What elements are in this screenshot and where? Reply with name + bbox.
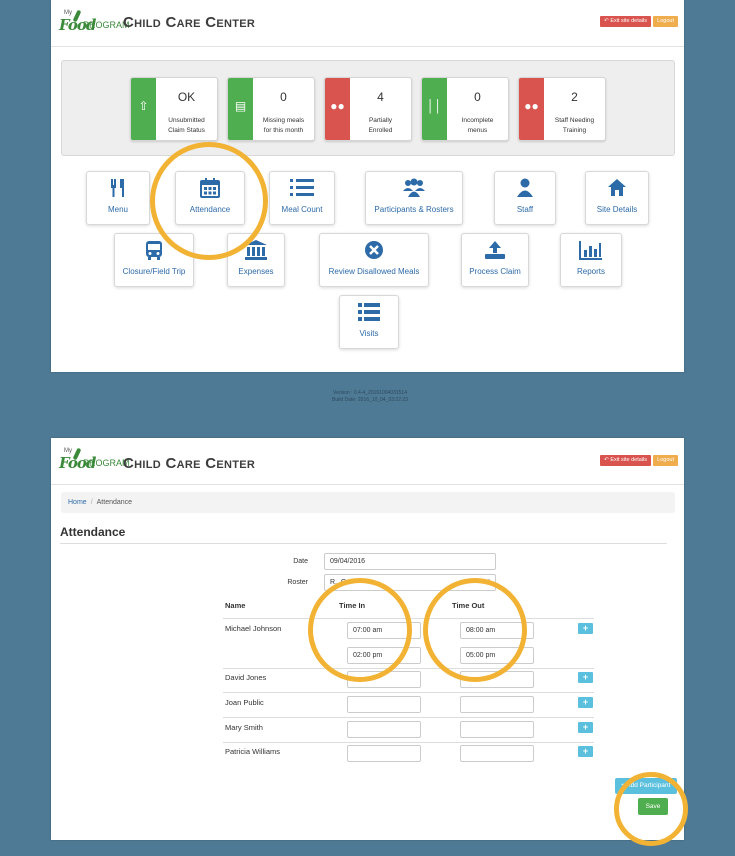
tile-visits[interactable]: Visits [339,295,399,349]
home-icon [586,178,648,203]
time-out-input[interactable] [460,696,534,713]
food-program-logo[interactable]: My Food PROGRAM [59,9,130,34]
bar-chart-icon: ▤ [234,99,247,113]
page-title: Child Care Center [123,14,256,31]
date-input[interactable]: 09/04/2016 [324,553,496,570]
time-out-input[interactable] [460,745,534,762]
bar-chart-icon [561,240,621,265]
date-label: Date [293,558,308,565]
time-in-input[interactable] [347,721,421,738]
participant-name: Mary Smith [225,723,263,732]
tile-process-claim[interactable]: Process Claim [461,233,529,287]
tile-participants-rosters[interactable]: Participants & Rosters [365,171,463,225]
food-program-logo[interactable]: My Food PROGRAM [59,447,130,472]
breadcrumb: Home / Attendance [61,492,675,513]
site-header: My Food PROGRAM Child Care Center ↶ Exit… [51,0,684,47]
tile-site-details[interactable]: Site Details [585,171,649,225]
time-in-input[interactable] [347,745,421,762]
stat-missing-meals[interactable]: ▤ 0 Missing meals for this month [227,77,315,141]
time-out-input[interactable] [460,721,534,738]
add-time-button[interactable]: + [578,722,593,733]
bank-icon [228,240,284,265]
highlight-ring-time-in [308,578,412,682]
list-icon [340,302,398,327]
page-title: Child Care Center [123,455,256,472]
highlight-ring-save [614,772,688,846]
stat-staff-training[interactable]: ●● 2 Staff Needing Training [518,77,606,141]
tile-staff[interactable]: Staff [494,171,556,225]
add-time-button[interactable]: + [578,746,593,757]
logout-button[interactable]: Logout [653,455,678,466]
breadcrumb-current: Attendance [96,499,133,506]
bus-icon [115,240,193,265]
tile-reports[interactable]: Reports [560,233,622,287]
numbered-list-icon [270,178,334,203]
user-icon [495,178,555,203]
group-icon: ●● [330,99,345,113]
participant-name: Patricia Williams [225,747,281,756]
tile-menu[interactable]: Menu [86,171,150,225]
breadcrumb-home-link[interactable]: Home [68,499,87,506]
utensils-icon: ││ [427,99,442,113]
logout-button[interactable]: Logout [653,16,678,27]
tile-meal-count[interactable]: Meal Count [269,171,335,225]
site-header: My Food PROGRAM Child Care Center ↶ Exit… [51,438,684,485]
tile-review-disallowed-meals[interactable]: Review Disallowed Meals [319,233,429,287]
utensils-icon [87,178,149,203]
add-time-button[interactable]: + [578,672,593,683]
group-icon: ●● [524,99,539,113]
attendance-heading: Attendance [60,525,126,539]
stat-claim-status[interactable]: ⇧ OK Unsubmitted Claim Status [130,77,218,141]
stat-incomplete-menus[interactable]: ││ 0 Incomplete menus [421,77,509,141]
add-time-button[interactable]: + [578,697,593,708]
group-icon [366,178,462,203]
exit-site-details-button[interactable]: ↶ Exit site details [600,16,651,27]
column-header-name: Name [225,601,246,610]
highlight-ring-attendance [150,142,268,260]
status-summary-bar: ⇧ OK Unsubmitted Claim Status ▤ 0 Missing… [61,60,675,156]
participant-name: David Jones [225,673,267,682]
dashboard-panel: My Food PROGRAM Child Care Center ↶ Exit… [51,0,684,372]
upload-icon [462,240,528,265]
times-circle-icon [320,240,428,265]
highlight-ring-time-out [423,578,527,682]
exit-site-details-button[interactable]: ↶ Exit site details [600,455,651,466]
roster-label: Roster [287,579,308,586]
upload-icon: ⇧ [138,99,149,113]
time-in-input[interactable] [347,696,421,713]
version-info: Version : 0.4-4_20161004031514 Build Dat… [332,390,408,403]
stat-partially-enrolled[interactable]: ●● 4 Partially Enrolled [324,77,412,141]
participant-name: Michael Johnson [225,624,282,633]
participant-name: Joan Public [225,698,264,707]
add-time-button[interactable]: + [578,623,593,634]
